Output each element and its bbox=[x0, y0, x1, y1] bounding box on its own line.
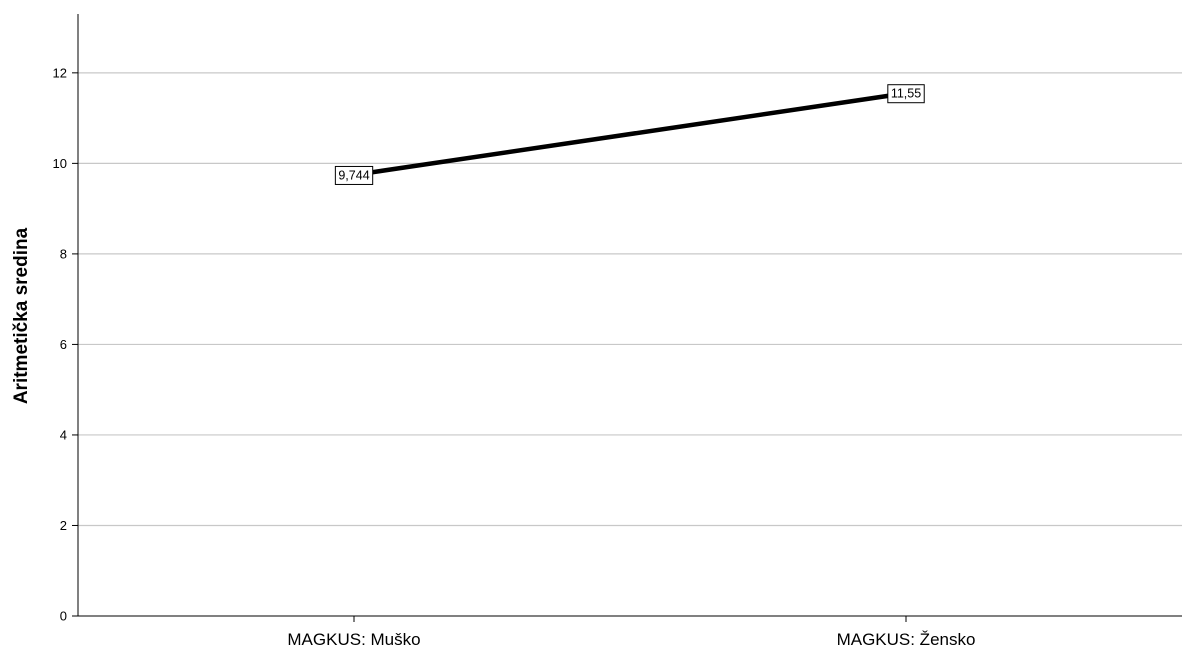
gridlines bbox=[78, 72, 1182, 527]
y-tick-label: 8 bbox=[60, 246, 67, 261]
data-label-text: 9,744 bbox=[338, 168, 369, 182]
data-label-box bbox=[887, 84, 925, 104]
series-lines bbox=[353, 90, 907, 178]
data-label-box bbox=[334, 165, 374, 185]
y-axis-title: Aritmetička sredina bbox=[11, 227, 32, 404]
series-line bbox=[353, 90, 907, 178]
data-label: 11,55 bbox=[887, 84, 925, 104]
data-label: 9,744 bbox=[334, 165, 374, 185]
y-tick-label: 12 bbox=[53, 65, 67, 80]
y-tick-label: 0 bbox=[60, 609, 67, 624]
y-tick-label: 4 bbox=[60, 427, 67, 442]
y-tick-label: 2 bbox=[60, 518, 67, 533]
x-category-label: MAGKUS: Muško bbox=[287, 630, 420, 649]
x-category-labels: MAGKUS: Muško MAGKUS: Žensko bbox=[287, 630, 975, 649]
data-label-text: 11,55 bbox=[891, 87, 921, 101]
x-category-label: MAGKUS: Žensko bbox=[837, 630, 976, 649]
axes bbox=[72, 14, 1182, 622]
y-tick-label: 10 bbox=[53, 156, 67, 171]
y-tick-label: 6 bbox=[60, 337, 67, 352]
y-tick-labels: 0 2 4 6 8 10 12 bbox=[53, 65, 67, 623]
data-labels: 9,744 11,55 bbox=[334, 84, 925, 185]
